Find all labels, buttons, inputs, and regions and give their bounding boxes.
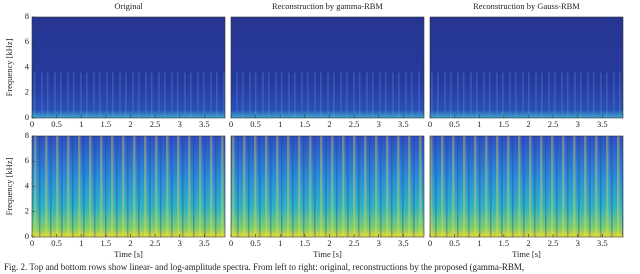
x-tick-label: 2 [526,238,530,248]
x-tick-label: 1 [278,238,282,248]
x-tick-label: 1.5 [101,238,112,248]
x-tick-label: 0 [428,238,432,248]
x-tick-label: 1 [79,119,83,129]
x-tick-label: 0.5 [51,119,62,129]
x-tick-label: 2 [327,238,331,248]
x-tick-label: 2.5 [548,119,559,129]
spectrogram-texture [32,136,225,237]
y-tick-label: 2 [25,87,29,97]
x-tick-label: 0 [229,238,233,248]
y-axis-label: Frequency [kHz] [4,157,14,215]
x-tick-label: 3.5 [199,119,210,129]
y-tick-label: 6 [25,36,29,46]
x-tick-label: 1.5 [300,119,311,129]
x-tick-label: 0 [30,238,34,248]
x-tick-label: 1 [278,119,282,129]
x-tick-label: 3 [377,238,381,248]
y-tick-label: 2 [25,206,29,216]
x-tick-label: 2.5 [150,238,161,248]
x-tick-label: 0 [428,119,432,129]
spectrogram-texture [32,72,225,118]
x-tick-label: 1.5 [499,238,510,248]
x-tick-label: 1.5 [499,119,510,129]
y-tick-label: 6 [25,155,29,165]
x-tick-label: 0.5 [449,238,460,248]
y-tick-label: 4 [25,180,30,190]
x-tick-label: 2 [128,238,132,248]
y-tick-label: 0 [25,231,29,241]
panel-frame [230,135,425,238]
y-tick-label: 8 [25,11,29,21]
spectrogram-texture [430,136,623,237]
caption: Fig. 2. Top and bottom rows show linear-… [4,262,524,272]
x-tick-label: 0.5 [51,238,62,248]
x-axis-label: Time [s] [512,249,541,259]
x-tick-label: 3 [178,119,182,129]
y-tick-label: 4 [25,61,30,71]
x-tick-label: 3.5 [597,119,608,129]
x-tick-label: 3.5 [398,238,409,248]
x-tick-label: 3.5 [199,238,210,248]
x-tick-label: 0 [229,119,233,129]
x-axis-label: Time [s] [313,249,342,259]
x-tick-label: 1 [79,238,83,248]
panel-frame [429,135,624,238]
x-tick-label: 3 [576,119,580,129]
x-tick-label: 3.5 [597,238,608,248]
y-axis-label: Frequency [kHz] [4,38,14,96]
x-tick-label: 0.5 [449,119,460,129]
x-tick-label: 3.5 [398,119,409,129]
panel-frame [230,16,425,119]
spectrogram-texture [430,72,623,118]
x-tick-label: 1 [477,119,481,129]
panel-frame [429,16,624,119]
y-tick-label: 0 [25,112,29,122]
panel-title: Reconstruction by Gauss-RBM [473,1,580,11]
panel-title: Original [114,1,143,11]
x-tick-label: 3 [377,119,381,129]
x-tick-label: 0.5 [250,238,261,248]
spectrogram-texture [231,136,424,237]
x-tick-label: 2.5 [548,238,559,248]
x-tick-label: 3 [576,238,580,248]
x-tick-label: 1.5 [300,238,311,248]
x-tick-label: 2 [526,119,530,129]
x-tick-label: 3 [178,238,182,248]
x-tick-label: 2.5 [349,238,360,248]
x-tick-label: 0 [30,119,34,129]
x-tick-label: 1 [477,238,481,248]
x-tick-label: 0.5 [250,119,261,129]
y-tick-label: 8 [25,130,29,140]
panel-title: Reconstruction by gamma-RBM [272,1,383,11]
x-tick-label: 1.5 [101,119,112,129]
x-tick-label: 2 [128,119,132,129]
x-axis-label: Time [s] [114,249,143,259]
x-tick-label: 2.5 [349,119,360,129]
x-tick-label: 2 [327,119,331,129]
x-tick-label: 2.5 [150,119,161,129]
spectrogram-texture [231,72,424,118]
